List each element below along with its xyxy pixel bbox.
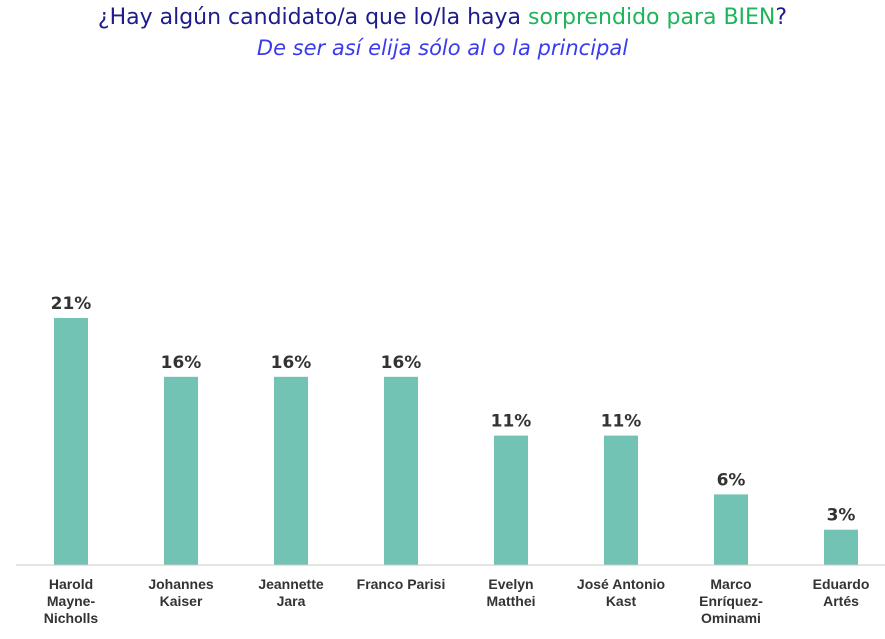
bar-4 (494, 435, 528, 565)
bar-value-label-4: 11% (491, 412, 532, 432)
x-tick-label-5: José Antonio Kast (577, 576, 665, 609)
bar-6 (714, 494, 748, 565)
bars-group (54, 318, 858, 565)
chart-title: ¿Hay algún candidato/a que lo/la haya so… (0, 3, 885, 33)
title-text-start: ¿Hay algún candidato/a que lo/la haya (97, 5, 529, 30)
x-tick-label-7: Eduardo Artés (813, 576, 870, 609)
x-tick-label-0: Harold Mayne-Nicholls (44, 576, 99, 626)
x-tick-label-3: Franco Parisi (357, 576, 446, 592)
bar-1 (164, 376, 198, 565)
bar-value-label-7: 3% (827, 506, 856, 526)
bar-0 (54, 318, 88, 565)
title-highlight: sorprendido para BIEN (528, 5, 776, 30)
bar-value-label-1: 16% (161, 353, 202, 373)
title-text-end: ? (775, 5, 788, 30)
x-tick-label-2: Jeannette Jara (258, 576, 324, 609)
bar-2 (274, 376, 308, 565)
bar-value-label-5: 11% (601, 412, 642, 432)
bar-value-label-2: 16% (271, 353, 312, 373)
x-tick-label-1: Johannes Kaiser (148, 576, 214, 609)
labels-group: 21% Harold Mayne-Nicholls 16% Johannes Kaiser… (44, 294, 870, 626)
bar-value-label-6: 6% (717, 470, 746, 490)
x-tick-label-6: Marco Enríquez-Ominami (699, 576, 763, 626)
bar-value-label-0: 21% (51, 294, 92, 314)
x-tick-label-4: Evelyn Matthei (487, 576, 536, 609)
bar-value-label-3: 16% (381, 353, 422, 373)
chart-subtitle: De ser así elija sólo al o la principal (256, 36, 629, 60)
bar-3 (384, 376, 418, 565)
bar-5 (604, 435, 638, 565)
bar-7 (824, 529, 858, 565)
